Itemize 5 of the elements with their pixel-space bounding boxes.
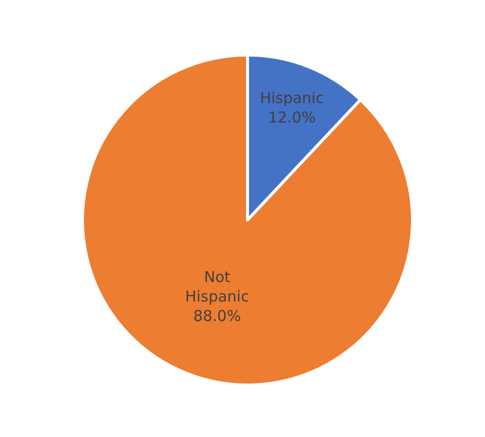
slice-label: Hispanic — [260, 89, 324, 108]
slice-label: Not Hispanic — [185, 268, 250, 306]
data-label: 12.0% — [268, 108, 316, 127]
data-label: 88.0% — [193, 307, 241, 326]
pie-slice — [81, 54, 414, 386]
